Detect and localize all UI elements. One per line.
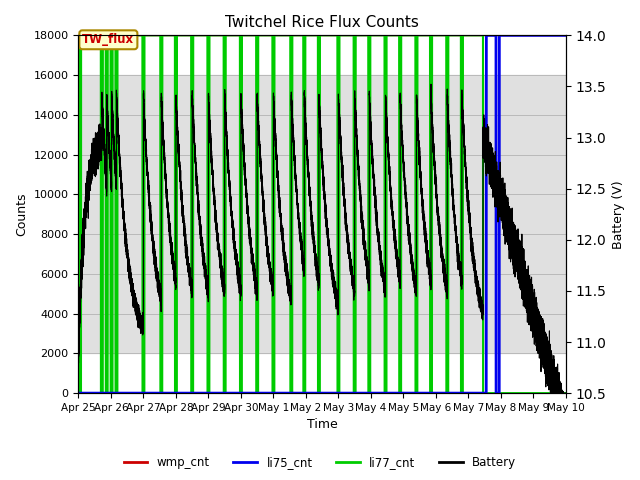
X-axis label: Time: Time	[307, 419, 337, 432]
Y-axis label: Counts: Counts	[15, 192, 28, 236]
Text: TW_flux: TW_flux	[83, 33, 134, 46]
Title: Twitchel Rice Flux Counts: Twitchel Rice Flux Counts	[225, 15, 419, 30]
Y-axis label: Battery (V): Battery (V)	[612, 180, 625, 249]
Bar	[79, 75, 566, 353]
Legend: wmp_cnt, li75_cnt, li77_cnt, Battery: wmp_cnt, li75_cnt, li77_cnt, Battery	[119, 452, 521, 474]
